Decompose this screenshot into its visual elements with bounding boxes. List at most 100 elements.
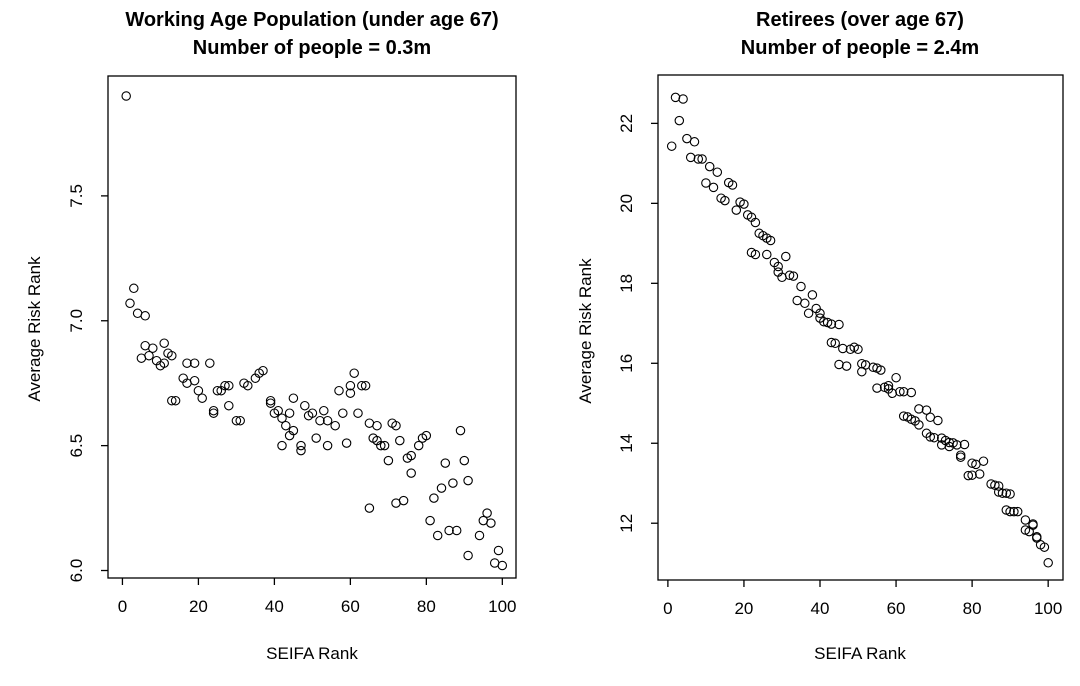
y-tick-label: 20 — [617, 194, 636, 213]
scatter-point — [265, 395, 276, 406]
plot-frame — [657, 74, 1064, 581]
scatter-point — [1005, 489, 1015, 499]
scatter-point — [311, 433, 321, 443]
scatter-point — [876, 365, 886, 375]
scatter-point — [670, 92, 681, 103]
scatter-point — [383, 455, 394, 466]
scatter-point — [1020, 515, 1031, 525]
right-chart-title-line2: Number of people = 2.4m — [740, 37, 980, 59]
scatter-point — [421, 430, 432, 441]
scatter-point — [413, 440, 424, 451]
scatter-point — [144, 350, 154, 361]
scatter-point — [796, 281, 806, 292]
scatter-point — [391, 420, 401, 431]
scatter-point — [322, 440, 333, 451]
scatter-point — [243, 380, 253, 391]
scatter-point — [277, 440, 287, 451]
right-chart-title-line1: Retirees (over age 67) — [756, 9, 964, 31]
scatter-point — [967, 458, 977, 468]
scatter-point — [265, 398, 276, 408]
scatter-point — [762, 249, 772, 260]
scatter-point — [159, 338, 169, 348]
scatter-point — [357, 380, 367, 391]
scatter-point — [463, 550, 473, 561]
scatter-point — [189, 375, 200, 386]
scatter-point — [929, 432, 939, 443]
scatter-point — [1043, 558, 1053, 568]
scatter-point — [406, 468, 416, 478]
scatter-point — [781, 251, 791, 262]
plot-frame — [107, 75, 517, 579]
scatter-point — [914, 404, 924, 414]
scatter-point — [803, 308, 814, 319]
scatter-point — [330, 420, 340, 431]
scatter-point — [451, 525, 462, 536]
scatter-point — [883, 380, 894, 391]
scatter-point — [788, 271, 799, 281]
right-chart-plot: 0 20 40 60 80 100 12 14 16 18 20 22 — [617, 74, 1064, 618]
scatter-point — [341, 438, 352, 448]
x-tick-label: 100 — [1034, 599, 1062, 618]
scatter-point — [444, 525, 454, 536]
scatter-point — [349, 368, 359, 378]
scatter-point — [129, 283, 139, 294]
scatter-point — [678, 94, 688, 104]
scatter-point — [197, 393, 207, 403]
scatter-point — [701, 178, 711, 188]
scatter-point — [474, 530, 485, 541]
scatter-point — [395, 435, 405, 446]
y-tick-label: 7.5 — [67, 184, 86, 208]
y-tick-label: 12 — [617, 514, 636, 533]
scatter-point — [838, 343, 848, 354]
scatter-point — [704, 161, 715, 172]
scatter-point — [398, 495, 409, 506]
scatter-point — [364, 503, 375, 513]
scatter-point — [288, 393, 299, 403]
scatter-point — [360, 380, 371, 391]
right-x-axis-label: SEIFA Rank — [814, 644, 906, 663]
y-tick-label: 6.5 — [67, 434, 86, 458]
scatter-point — [322, 415, 333, 426]
y-tick-label: 18 — [617, 274, 636, 293]
scatter-point — [963, 470, 974, 481]
scatter-point — [189, 358, 200, 368]
scatter-point — [933, 415, 943, 426]
y-tick-label: 22 — [617, 114, 636, 133]
x-tick-label: 0 — [118, 597, 127, 616]
y-tick-label: 16 — [617, 354, 636, 373]
scatter-point — [170, 395, 181, 406]
scatter-point — [739, 199, 749, 209]
scatter-point — [712, 167, 723, 177]
scatter-point — [898, 386, 909, 397]
scatter-point — [277, 413, 287, 423]
y-tick-label: 6.0 — [67, 559, 86, 583]
scatter-point — [978, 456, 989, 466]
scatter-point — [955, 452, 966, 462]
scatter-point — [872, 383, 882, 393]
scatter-point — [1005, 506, 1015, 517]
scatter-point — [463, 475, 473, 486]
scatter-point — [1012, 506, 1023, 517]
scatter-point — [826, 319, 837, 329]
scatter-point — [921, 405, 932, 415]
scatter-point — [334, 385, 344, 396]
right-chart-title: Retirees (over age 67) Number of people … — [610, 6, 1080, 62]
scatter-point — [406, 450, 416, 461]
scatter-point — [159, 358, 169, 368]
scatter-point — [121, 91, 131, 101]
scatter-point — [224, 400, 234, 411]
x-tick-label: 40 — [811, 599, 830, 618]
scatter-point — [952, 440, 962, 450]
scatter-point — [148, 343, 158, 353]
scatter-point — [281, 420, 291, 431]
scatter-point — [372, 420, 382, 431]
scatter-point — [674, 115, 685, 126]
scatter-point — [807, 290, 818, 300]
scatter-point — [834, 359, 844, 370]
scatter-point — [353, 408, 363, 418]
scatter-point — [1001, 488, 1012, 498]
scatter-point — [167, 395, 177, 406]
scatter-point — [693, 154, 704, 164]
scatter-point — [834, 319, 844, 330]
